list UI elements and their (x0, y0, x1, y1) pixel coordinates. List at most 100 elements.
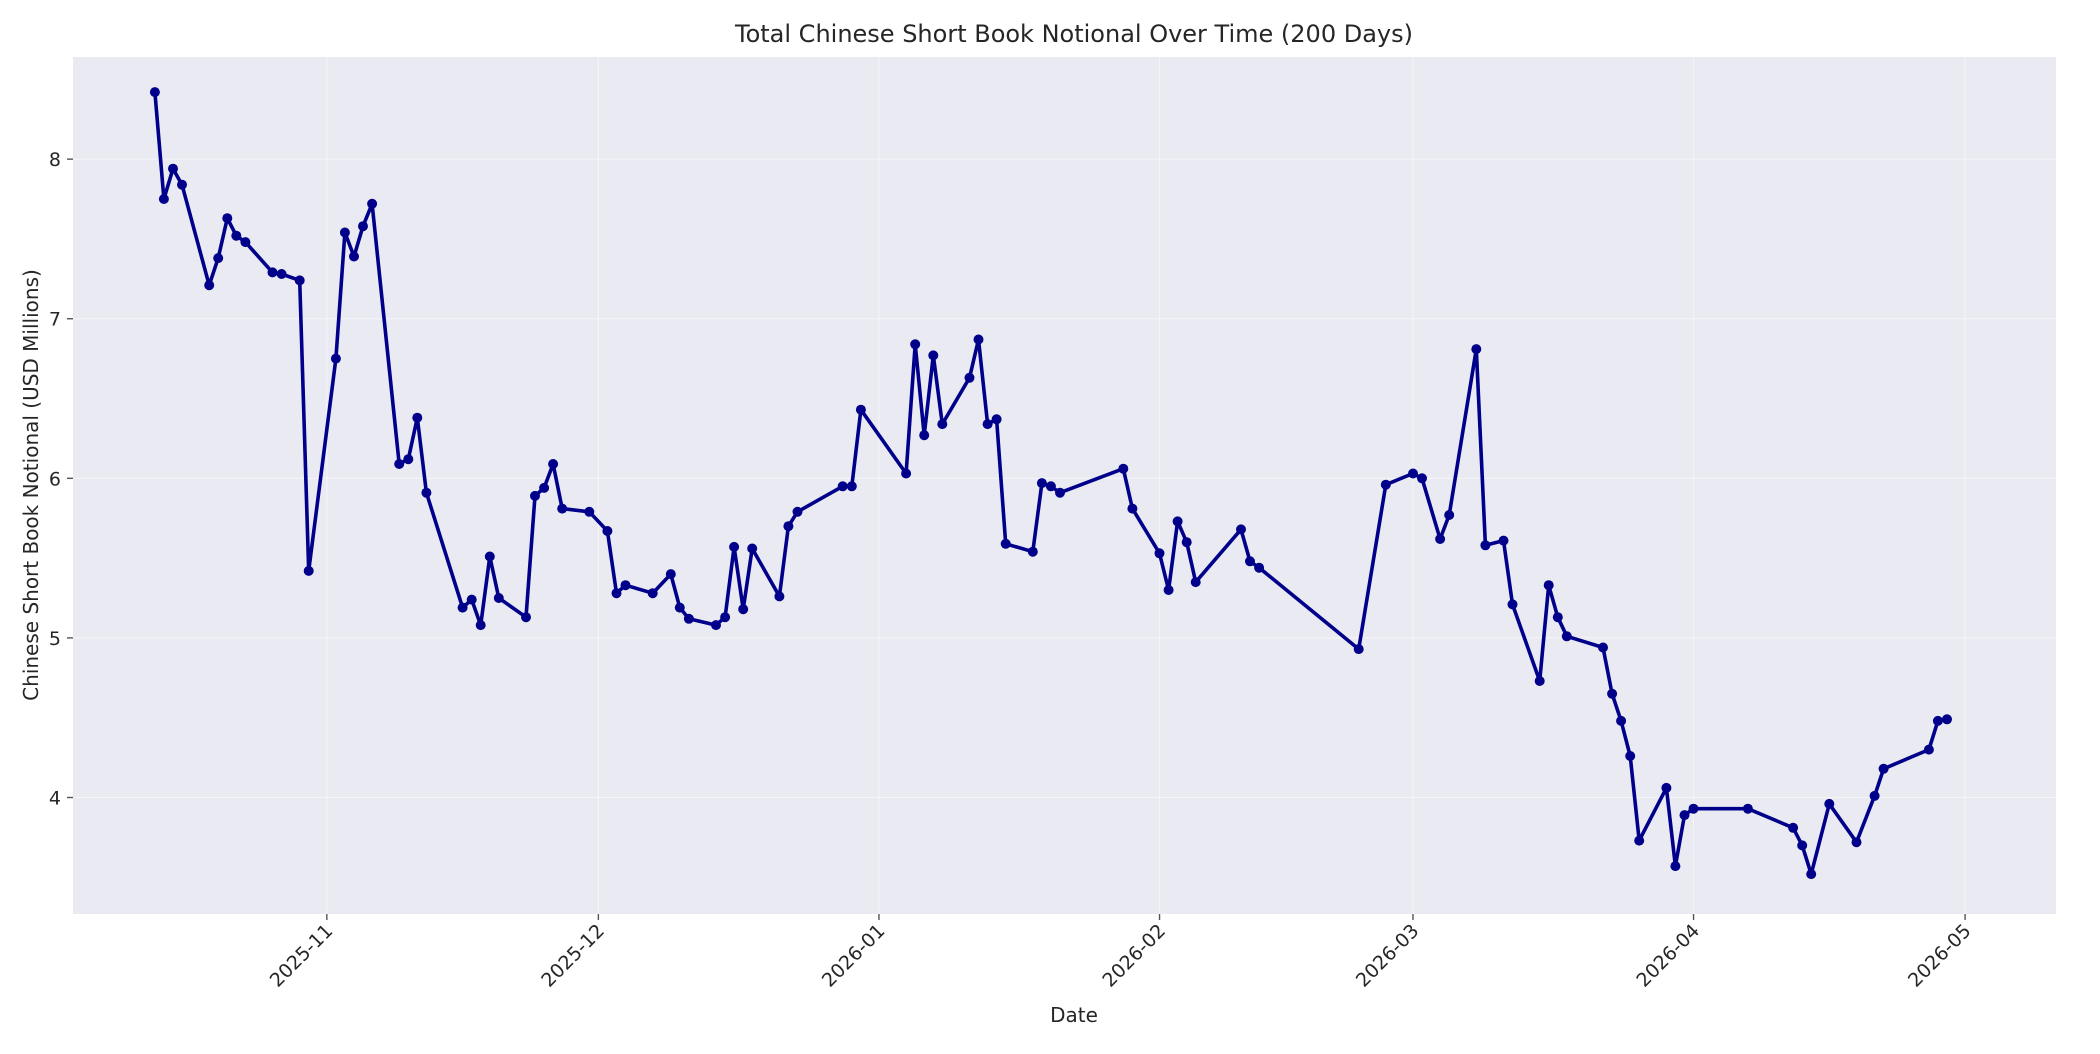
data-point (901, 468, 912, 479)
data-point (276, 269, 287, 279)
data-point (1045, 481, 1056, 492)
data-point (738, 604, 749, 615)
data-point (539, 482, 550, 493)
data-point (1742, 803, 1753, 814)
data-point (1534, 676, 1545, 686)
data-point (530, 490, 540, 501)
data-point (421, 487, 432, 498)
data-point (349, 251, 359, 262)
data-point (457, 602, 468, 613)
data-point (602, 526, 613, 536)
data-point (665, 569, 676, 580)
x-tick-label: 2026-02 (1098, 920, 1170, 992)
data-point (204, 280, 215, 291)
data-point (557, 503, 568, 514)
data-point (855, 404, 866, 415)
x-tick-label: 2025-11 (266, 920, 338, 992)
data-point (647, 588, 658, 599)
data-point (1236, 524, 1246, 535)
data-point (394, 459, 405, 469)
data-point (910, 339, 921, 350)
data-point (1471, 344, 1482, 355)
data-point (1417, 473, 1427, 484)
data-point (584, 506, 595, 517)
data-point (1172, 516, 1183, 527)
data-point (548, 459, 559, 469)
data-point (928, 350, 939, 361)
data-point (1507, 599, 1518, 610)
data-point (213, 253, 224, 264)
data-point (1932, 715, 1943, 726)
plot-area (73, 57, 2056, 914)
data-point (1634, 835, 1645, 846)
data-point (403, 454, 414, 465)
series (149, 87, 1952, 880)
data-point (466, 594, 477, 605)
y-axis-title: Chinese Short Book Notional (USD Million… (19, 269, 43, 701)
data-point (611, 588, 622, 599)
data-point (358, 221, 368, 232)
x-tick-label: 2026-05 (1904, 920, 1976, 992)
data-point (729, 541, 740, 552)
data-point (620, 580, 631, 591)
data-point (267, 267, 278, 278)
data-point (1118, 463, 1129, 474)
data-point (1797, 840, 1808, 851)
data-point (774, 591, 785, 602)
data-point (294, 275, 305, 286)
data-point (1480, 540, 1491, 551)
data-point (222, 213, 233, 224)
data-point (1254, 562, 1265, 573)
data-point (1498, 535, 1509, 546)
data-point (1154, 548, 1165, 559)
data-point (792, 506, 803, 517)
data-point (1435, 534, 1446, 544)
data-point (1036, 478, 1047, 489)
data-point (937, 419, 948, 430)
x-axis-title: Date (1050, 1003, 1098, 1027)
data-point (231, 230, 242, 241)
data-point (1027, 546, 1038, 557)
data-point (367, 198, 378, 209)
data-point (1444, 510, 1455, 520)
data-point (330, 353, 341, 364)
data-point (1561, 631, 1572, 642)
data-point (783, 521, 794, 532)
data-point (1869, 790, 1880, 801)
data-point (1679, 810, 1690, 821)
data-point (1942, 714, 1952, 725)
data-point (711, 620, 721, 631)
data-point (1000, 538, 1011, 549)
data-point (1190, 577, 1201, 588)
data-point (1851, 837, 1862, 848)
data-point (1127, 503, 1138, 514)
data-point (1788, 822, 1799, 833)
data-point (177, 179, 187, 190)
x-tick-label: 2026-03 (1352, 920, 1424, 992)
data-point (412, 412, 423, 423)
data-point (493, 593, 504, 603)
data-point (1607, 688, 1618, 699)
y-tick-label: 7 (49, 309, 61, 331)
data-point (973, 334, 984, 345)
data-point (240, 237, 251, 248)
data-point (991, 414, 1002, 425)
x-tick-label: 2026-01 (818, 920, 890, 992)
data-point (1552, 612, 1563, 623)
data-point (1688, 803, 1699, 814)
y-tick-label: 4 (49, 787, 61, 809)
data-point (484, 551, 495, 562)
data-point (1353, 644, 1364, 655)
data-point (158, 194, 169, 204)
data-point (964, 372, 975, 383)
data-point (982, 419, 993, 430)
data-point (1878, 763, 1889, 774)
data-point (747, 543, 758, 554)
data-point (475, 620, 486, 631)
data-point (1245, 556, 1255, 567)
data-point (303, 565, 314, 576)
data-point (674, 602, 685, 613)
data-point (1163, 585, 1174, 595)
data-point (1598, 642, 1608, 653)
